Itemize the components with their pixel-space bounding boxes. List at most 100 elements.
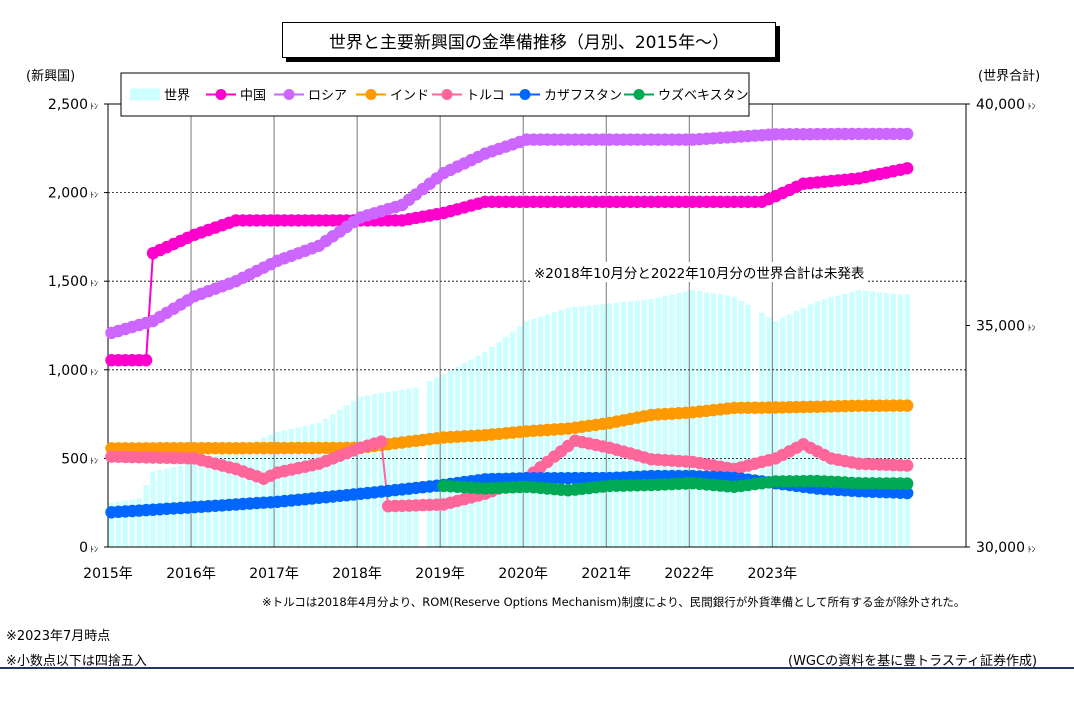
x-tick-label: 2017年 xyxy=(249,566,299,582)
legend-marker xyxy=(365,89,377,100)
world-bar xyxy=(676,293,682,547)
world-bar xyxy=(392,390,398,547)
series-point xyxy=(901,127,914,141)
legend-marker xyxy=(283,89,295,100)
annotation-missing-data: ※2018年10月分と2022年10月分の世界合計は未発表 xyxy=(532,262,867,282)
x-tick-label: 2019年 xyxy=(415,566,465,582)
legend-label: ウズベキスタン xyxy=(658,88,749,104)
right-tick-unit: ﾄﾝ xyxy=(1028,545,1036,554)
series-lines xyxy=(105,127,914,519)
world-bar xyxy=(337,409,343,547)
left-tick-label: 2,000 xyxy=(48,186,88,202)
series-point xyxy=(901,477,914,490)
right-tick-label: 40,000 xyxy=(976,97,1025,113)
world-bar xyxy=(440,374,447,547)
world-bar xyxy=(371,394,378,547)
world-bar xyxy=(288,428,294,547)
left-tick-label: 500 xyxy=(61,451,88,467)
world-bar xyxy=(655,297,661,547)
world-bar xyxy=(247,443,253,547)
x-tick-label: 2015年 xyxy=(83,566,133,582)
legend-marker xyxy=(633,89,645,100)
world-bar xyxy=(897,294,903,547)
world-bar xyxy=(745,304,751,547)
left-tick-unit: ﾄﾝ xyxy=(90,102,98,111)
world-bar xyxy=(856,290,862,547)
world-bar xyxy=(302,425,308,547)
world-bar xyxy=(835,295,841,547)
world-bar xyxy=(717,294,723,547)
legend: 世界 中国 ロシア インド トルコ カザフスタン ウズベキスタン xyxy=(120,72,750,117)
world-bar xyxy=(496,341,502,547)
world-bar xyxy=(136,498,142,547)
world-bar xyxy=(710,293,717,547)
left-tick-unit: ﾄﾝ xyxy=(90,368,98,377)
world-bar xyxy=(669,294,675,547)
world-bar xyxy=(406,388,412,547)
world-bar xyxy=(461,363,467,547)
world-bar xyxy=(378,393,384,547)
world-bar xyxy=(108,502,115,547)
x-tick-label: 2021年 xyxy=(581,566,631,582)
world-bar xyxy=(454,366,461,547)
world-bar xyxy=(786,314,793,547)
world-bar xyxy=(773,321,779,547)
note-turkey: ※トルコは2018年4月分より、ROM(Reserve Options Mech… xyxy=(262,595,966,609)
world-bar xyxy=(399,389,405,547)
world-bar xyxy=(503,336,509,547)
world-bar xyxy=(690,290,696,547)
world-bar xyxy=(115,501,122,547)
series-point xyxy=(901,162,914,175)
world-bar xyxy=(240,446,246,547)
world-bar xyxy=(447,370,454,547)
world-bar xyxy=(759,312,765,547)
legend-label: ロシア xyxy=(308,89,347,104)
left-tick-unit: ﾄﾝ xyxy=(90,456,98,465)
right-axis-title: (世界合計) xyxy=(978,68,1040,84)
world-bar xyxy=(510,331,516,547)
legend-swatch xyxy=(130,88,160,101)
world-bar xyxy=(703,292,710,547)
world-bar xyxy=(696,291,703,547)
x-tick-label: 2023年 xyxy=(747,566,797,582)
series-point xyxy=(375,435,388,448)
world-bar xyxy=(309,424,315,547)
legend-label: インド xyxy=(390,89,429,104)
right-tick-unit: ﾄﾝ xyxy=(1028,102,1036,111)
world-bar xyxy=(807,304,813,547)
world-bar xyxy=(890,293,896,547)
world-bar xyxy=(662,295,668,547)
left-tick-unit: ﾄﾝ xyxy=(90,545,98,554)
world-bar xyxy=(427,380,433,548)
x-tick-label: 2016年 xyxy=(166,566,216,582)
world-bar xyxy=(261,437,267,547)
world-bar xyxy=(330,414,336,547)
left-tick-label: 1,500 xyxy=(48,274,88,290)
legend-label: トルコ xyxy=(466,89,505,104)
world-bar xyxy=(648,298,654,547)
world-bar xyxy=(842,293,848,547)
chart-title: 世界と主要新興国の金準備推移（月別、2015年～） xyxy=(282,22,776,58)
note-source: (WGCの資料を基に豊トラスティ証券作成) xyxy=(788,654,1038,669)
world-bar xyxy=(731,296,737,547)
legend-marker xyxy=(519,89,531,100)
legend-marker xyxy=(441,89,453,100)
legend-label: 中国 xyxy=(240,89,266,104)
world-bar xyxy=(814,301,820,547)
right-tick-label: 35,000 xyxy=(976,319,1025,335)
bottom-rule xyxy=(0,667,1074,669)
world-bar xyxy=(274,431,281,547)
right-tick-unit: ﾄﾝ xyxy=(1028,324,1036,333)
left-tick-label: 0 xyxy=(79,540,88,556)
world-bar xyxy=(724,295,730,547)
left-tick-unit: ﾄﾝ xyxy=(90,191,98,200)
x-tick-label: 2022年 xyxy=(664,566,714,582)
right-tick-label: 30,000 xyxy=(976,540,1025,556)
world-bar xyxy=(883,293,890,547)
world-bar xyxy=(738,300,744,547)
world-bar xyxy=(323,418,329,547)
legend-label: カザフスタン xyxy=(544,89,622,104)
world-bar xyxy=(364,395,371,547)
